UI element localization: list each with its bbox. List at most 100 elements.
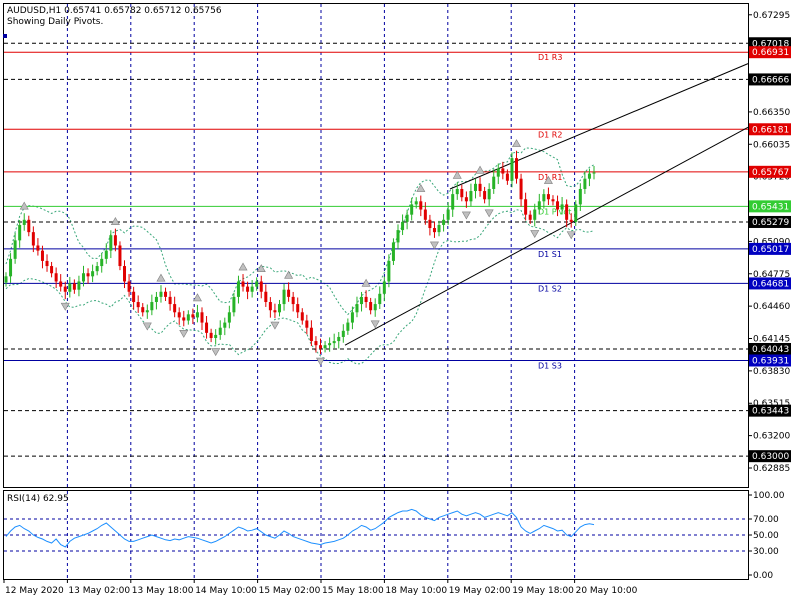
time-label: 19 May 02:00	[449, 586, 511, 596]
candle-body	[291, 296, 295, 305]
candle-body	[533, 209, 537, 220]
candle-body	[501, 168, 505, 174]
time-label: 20 May 10:00	[576, 586, 638, 596]
time-label: 19 May 18:00	[512, 586, 574, 596]
candle-body	[569, 219, 573, 222]
candles	[4, 150, 596, 355]
candle-body	[496, 168, 500, 177]
price-label-box	[749, 73, 791, 86]
trend-channel	[344, 63, 749, 346]
candle-body	[469, 191, 473, 202]
price-levels	[4, 42, 748, 457]
candle-body	[519, 178, 523, 200]
time-label: 13 May 18:00	[132, 586, 194, 596]
price-label: 0.66181	[752, 125, 789, 135]
candle-body	[319, 345, 323, 349]
candle-body	[59, 281, 63, 287]
rsi-tick-label: 50.00	[753, 531, 779, 541]
price-label: 0.67018	[752, 39, 789, 49]
price-label: 0.66931	[752, 48, 789, 58]
pivot-label: D1 R3	[538, 53, 562, 62]
fractal-up-marker	[543, 175, 553, 184]
pivot-label: D1 R2	[538, 130, 562, 139]
candle-body	[168, 296, 172, 305]
candle-body	[373, 304, 377, 311]
fractal-up-marker	[19, 201, 29, 210]
candle-body	[205, 322, 209, 333]
rsi-tick-label: 70.00	[753, 515, 779, 525]
fractal-up-marker	[284, 270, 294, 279]
candle-body	[268, 302, 272, 311]
price-tick-label: 0.62885	[753, 464, 790, 474]
candle-body	[141, 307, 145, 313]
candle-body	[86, 273, 90, 277]
candle-body	[492, 176, 496, 189]
pivot-label: D1 S3	[538, 361, 562, 370]
channel-upper-line	[449, 63, 749, 190]
candle-body	[182, 317, 186, 321]
fractal-down-marker	[461, 211, 471, 220]
candle-body	[346, 322, 350, 331]
candle-body	[145, 310, 149, 313]
candle-body	[186, 314, 190, 321]
price-label: 0.66666	[752, 75, 789, 85]
candle-body	[282, 289, 286, 305]
candle-body	[328, 343, 332, 346]
candle-body	[473, 183, 477, 192]
upper-band	[5, 147, 595, 316]
candle-body	[364, 296, 368, 303]
candle-body	[446, 209, 450, 220]
candle-body	[483, 191, 487, 200]
candle-body	[159, 291, 163, 297]
price-tick-label: 0.63515	[753, 399, 790, 409]
candle-body	[109, 235, 113, 251]
candle-body	[31, 232, 35, 246]
price-label: 0.65279	[752, 218, 789, 228]
fractal-up-marker	[238, 262, 248, 271]
pivot-label: D1 S2	[538, 284, 562, 293]
rsi-group	[4, 508, 748, 552]
candle-body	[542, 194, 546, 202]
candle-body	[455, 188, 459, 195]
fractal-up-marker	[361, 278, 371, 287]
candle-body	[515, 158, 519, 179]
fractal-down-marker	[484, 209, 494, 218]
candle-body	[537, 201, 541, 210]
candle-body	[391, 242, 395, 261]
candle-body	[232, 296, 236, 313]
fractal-down-marker	[270, 321, 280, 330]
candle-body	[432, 228, 436, 233]
fractal-up-marker	[156, 273, 166, 282]
candle-body	[218, 327, 222, 335]
rsi-label: RSI(14) 62.95	[7, 494, 69, 504]
candle-body	[332, 341, 336, 344]
candle-body	[191, 314, 195, 318]
pivot-label: D1 Pivot	[538, 207, 571, 216]
candle-body	[556, 201, 560, 210]
price-label: 0.63000	[752, 452, 789, 462]
candle-body	[314, 341, 318, 346]
candle-body	[524, 199, 528, 215]
candle-body	[337, 336, 341, 342]
fractal-up-marker	[452, 170, 462, 179]
candle-body	[341, 330, 345, 337]
candle-body	[546, 194, 550, 200]
candle-body	[350, 312, 354, 323]
pivot-lines: D1 R3 D1 R2 D1 R1 D1 Pivot D1 S1 D1 S2 D1 S3	[4, 51, 748, 370]
fractal-up-marker	[256, 264, 266, 273]
candle-body	[164, 291, 168, 297]
candle-body	[428, 219, 432, 229]
price-label: 0.64043	[752, 345, 789, 355]
candle-body	[173, 304, 177, 313]
candle-body	[13, 240, 17, 259]
candle-body	[387, 260, 391, 282]
envelope-bands	[5, 147, 595, 365]
candle-body	[309, 327, 313, 342]
candle-body	[437, 224, 441, 233]
fractal-down-marker	[530, 230, 540, 238]
candle-body	[36, 245, 40, 251]
price-label-box	[749, 46, 791, 59]
pivots-note: Showing Daily Pivots.	[7, 17, 103, 27]
price-label-box	[749, 165, 791, 178]
price-label-box	[749, 404, 791, 417]
